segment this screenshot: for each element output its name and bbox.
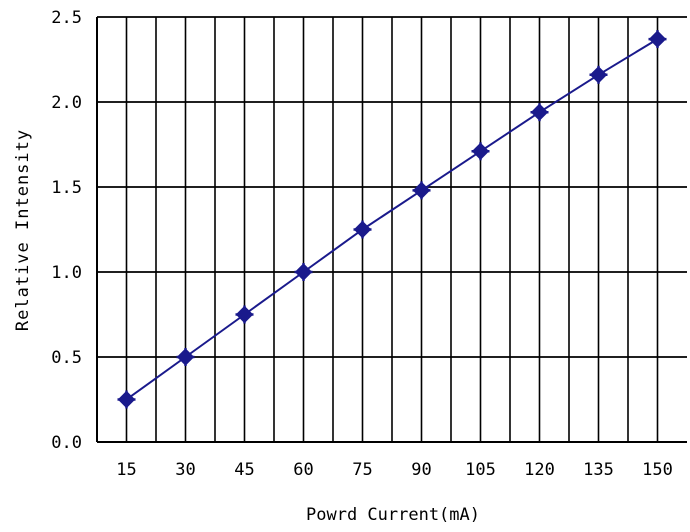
series-path [125,38,659,401]
data-point [176,348,195,366]
x-tick-label: 90 [411,460,431,480]
plot-frame [96,17,687,443]
y-tick-label: 2.0 [51,93,82,113]
data-point [648,30,667,49]
x-tick-label: 60 [293,460,313,480]
y-tick-labels: 0.0 0.5 1.0 1.5 2.0 2.5 [51,8,82,453]
y-tick-label: 2.5 [51,8,82,28]
data-point [530,103,549,122]
data-point [471,142,490,161]
data-point [412,181,431,200]
y-tick-label: 0.0 [51,433,82,453]
x-tick-label: 135 [583,460,614,480]
x-tick-label: 105 [465,460,496,480]
data-point [589,65,608,84]
x-tick-label: 75 [352,460,372,480]
x-tick-label: 30 [175,460,195,480]
series-markers [117,30,667,409]
y-tick-label: 0.5 [51,348,82,368]
y-tick-label: 1.0 [51,263,82,283]
x-tick-label: 15 [116,460,136,480]
x-axis-label: Powrd Current(mA) [306,505,480,525]
data-point [353,220,372,239]
data-point [117,390,136,409]
x-tick-labels: 15 30 45 60 75 90 105 120 135 150 [116,460,673,480]
y-axis-label: Relative Intensity [13,129,33,331]
grid-lines [97,16,687,442]
series-line [125,38,659,401]
data-point [235,305,254,324]
x-tick-label: 120 [524,460,555,480]
data-point [294,263,313,281]
x-tick-label: 45 [234,460,254,480]
x-tick-label: 150 [642,460,673,480]
y-tick-label: 1.5 [51,178,82,198]
